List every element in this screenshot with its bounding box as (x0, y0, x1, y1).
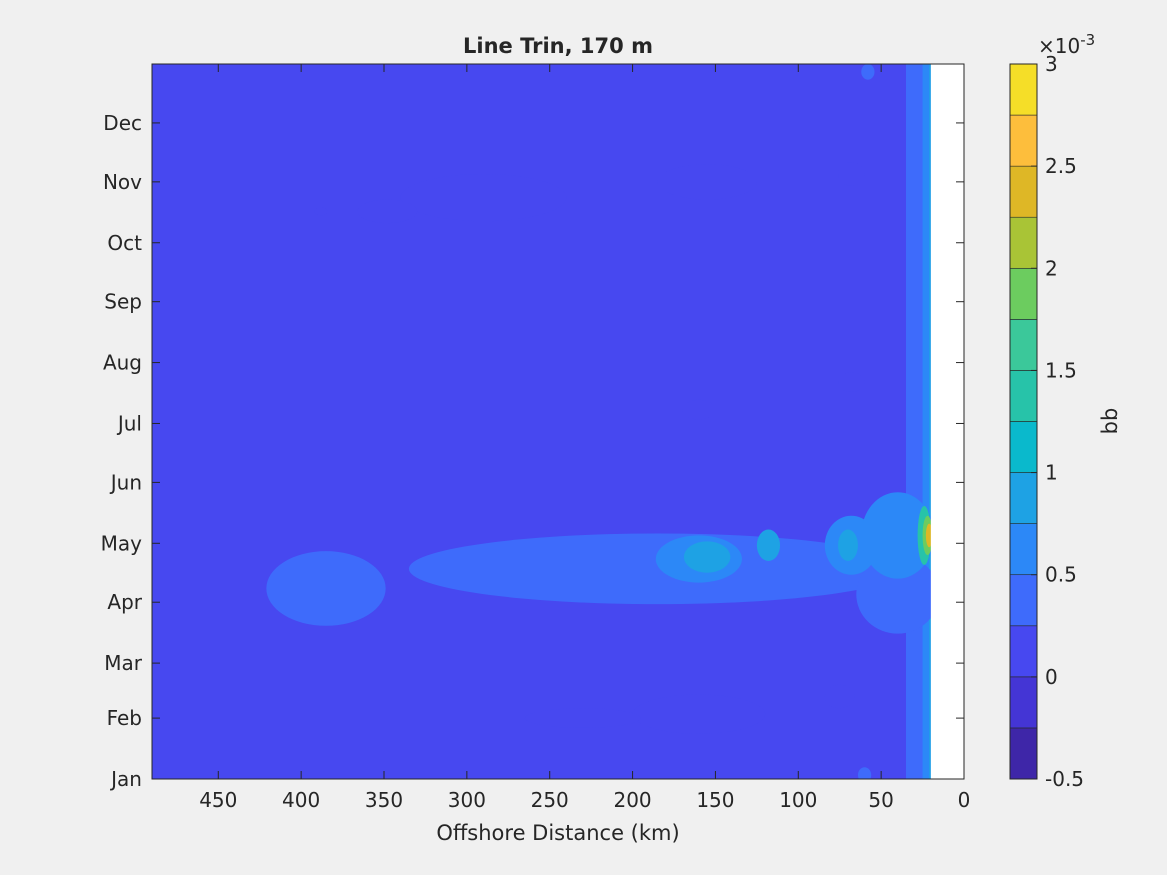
colorbar-swatch (1009, 63, 1038, 116)
colorbar-tick-label: 1 (1045, 461, 1058, 485)
colorbar-exponent: ×10-3 (1038, 31, 1095, 58)
x-axis-label: Offshore Distance (km) (436, 821, 679, 845)
contour-region-17 (756, 529, 781, 561)
x-tick-label: 0 (958, 788, 971, 812)
colorbar: -0.5 0 0.5 1 1.5 2 2.5 3 ×10-3 bb (1009, 31, 1122, 791)
colorbar-tick-label: 2.5 (1045, 154, 1077, 178)
x-tick-label: 350 (365, 788, 403, 812)
x-tick-label: 450 (199, 788, 237, 812)
colorbar-swatch (1009, 676, 1038, 729)
colorbar-swatch (1009, 319, 1038, 371)
plot-area: 450 400 350 300 250 200 150 100 50 0 Jan Feb Mar Apr… (101, 63, 970, 812)
y-tick-label: May (101, 531, 143, 555)
contour-region-20 (857, 767, 872, 779)
y-tick-label: Dec (103, 111, 142, 135)
no-data-strip (930, 64, 964, 779)
colorbar-swatch (1009, 472, 1038, 524)
y-tick-label: Nov (103, 170, 142, 194)
contour-region-16 (683, 541, 731, 573)
y-tick-label: Jun (109, 470, 142, 494)
x-tick-label: 150 (696, 788, 734, 812)
y-tick-label: Aug (103, 351, 142, 375)
colorbar-swatch (1009, 727, 1038, 780)
y-tick-label: Mar (104, 651, 143, 675)
contour-region-19 (861, 64, 875, 80)
contour-region-2 (314, 207, 328, 216)
colorbar-swatch (1009, 370, 1038, 422)
contour-region-7 (632, 694, 766, 734)
contour-fill (152, 64, 964, 779)
colorbar-swatch (1009, 267, 1038, 320)
contour-base (152, 64, 931, 779)
colorbar-tick-label: 3 (1045, 52, 1058, 76)
colorbar-swatch (1009, 114, 1038, 167)
colorbar-exponent-power: -3 (1080, 31, 1095, 49)
colorbar-ticks: -0.5 0 0.5 1 1.5 2 2.5 3 (1031, 52, 1084, 791)
y-tick-label: Jul (116, 411, 142, 435)
contour-region-10 (266, 551, 386, 626)
y-axis-ticks: Jan Feb Mar Apr May Jun Jul Aug Sep Oct Nov Dec (101, 111, 964, 791)
y-tick-label: Oct (107, 231, 142, 255)
contour-region-0 (400, 174, 567, 222)
colorbar-tick-label: 1.5 (1045, 358, 1077, 382)
contour-region-1 (357, 199, 418, 224)
contour-region-15 (861, 492, 935, 579)
colorbar-swatch (1009, 625, 1038, 678)
colorbar-swatch (1009, 165, 1038, 218)
x-tick-label: 250 (531, 788, 569, 812)
colorbar-tick-label: -0.5 (1045, 767, 1084, 791)
axes-box (151, 63, 965, 780)
colorbar-label: bb (1098, 408, 1122, 435)
contour-region-3 (657, 164, 757, 200)
y-tick-label: Jan (109, 767, 142, 791)
contour-region-5 (682, 399, 716, 420)
contour-region-6 (838, 372, 865, 393)
contour-region-12 (856, 555, 940, 634)
y-tick-label: Sep (104, 290, 142, 314)
x-tick-label: 100 (779, 788, 817, 812)
colorbar-swatches (1009, 63, 1038, 780)
y-tick-label: Feb (107, 706, 142, 730)
colorbar-swatch (1009, 421, 1038, 473)
contour-band-1 (922, 64, 931, 779)
contour-band-2 (929, 64, 931, 779)
colorbar-swatch (1009, 574, 1038, 627)
x-axis-ticks: 450 400 350 300 250 200 150 100 50 0 (199, 64, 970, 812)
colorbar-tick-label: 2 (1045, 256, 1058, 280)
colorbar-exponent-base: ×10 (1038, 34, 1080, 58)
x-tick-label: 300 (448, 788, 486, 812)
x-tick-label: 50 (868, 788, 893, 812)
x-tick-label: 200 (613, 788, 651, 812)
contour-region-18 (838, 529, 858, 561)
x-tick-label: 400 (282, 788, 320, 812)
colorbar-swatch (1009, 216, 1038, 269)
y-tick-label: Apr (107, 590, 142, 614)
contour-region-9 (824, 684, 855, 709)
contour-region-8 (524, 708, 641, 728)
colorbar-box (1009, 63, 1038, 780)
chart-title: Line Trin, 170 m (463, 34, 653, 58)
contour-region-4 (838, 162, 865, 186)
colorbar-tick-label: 0 (1045, 665, 1058, 689)
contour-region-11 (408, 533, 906, 605)
colorbar-tick-label: 0.5 (1045, 563, 1077, 587)
colorbar-swatch (1009, 523, 1038, 576)
